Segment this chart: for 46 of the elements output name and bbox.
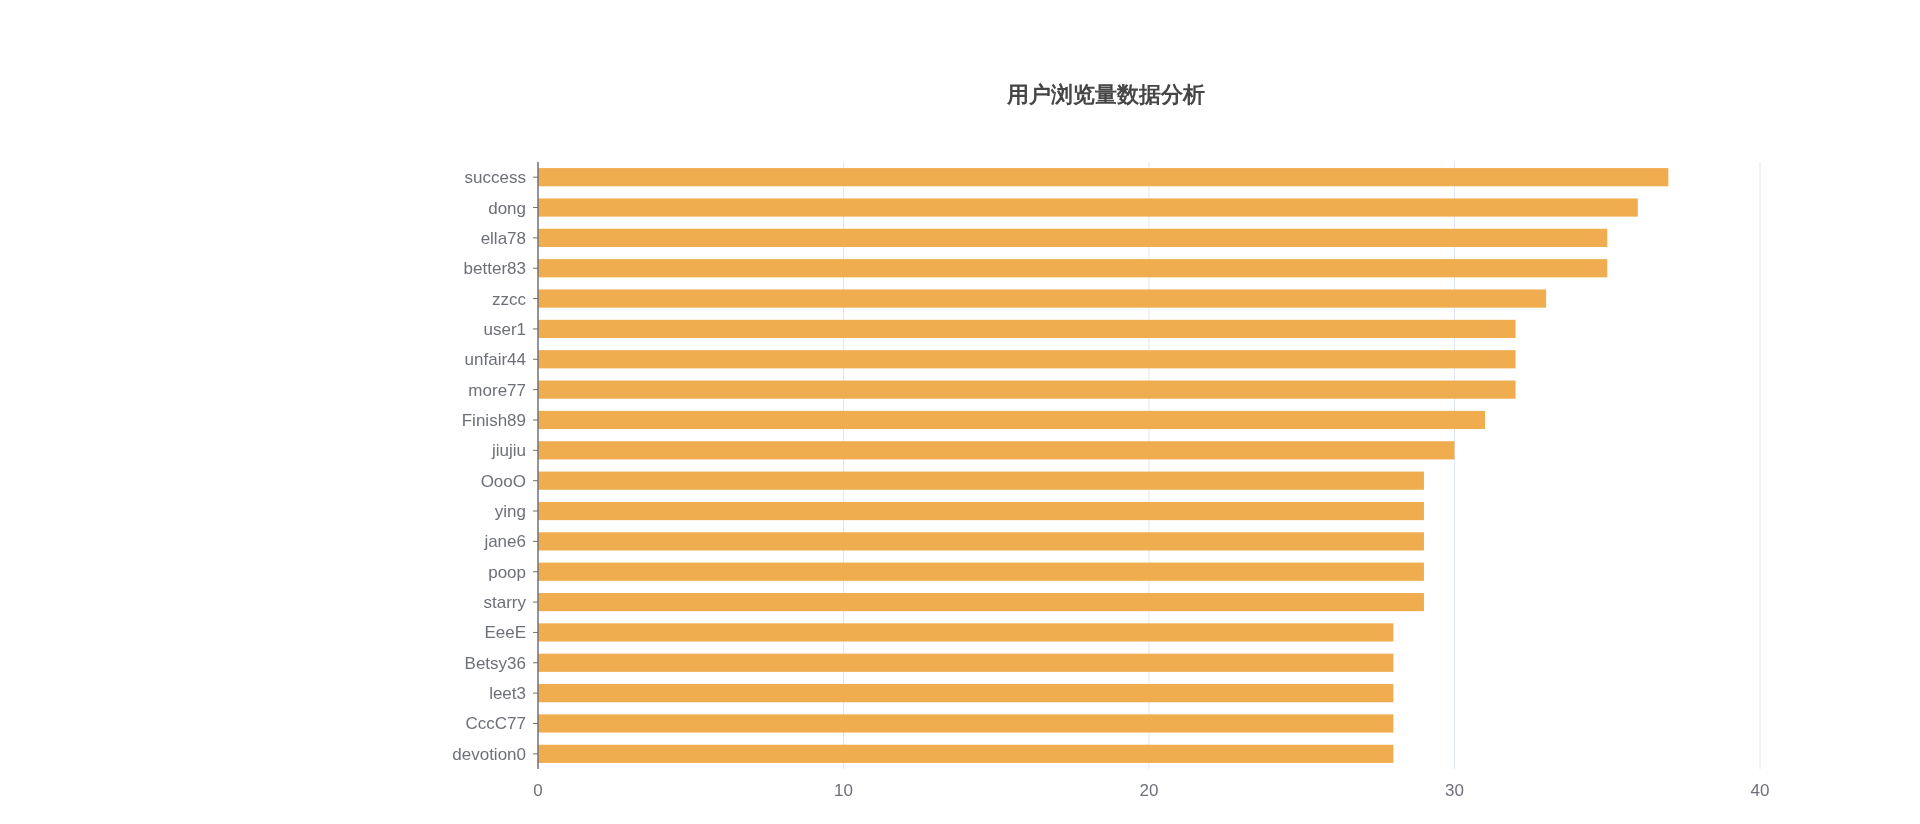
y-tick-label: ying [494,502,526,522]
bar [538,744,1394,763]
bar [538,289,1547,308]
y-tick-label: better83 [463,259,526,279]
bar [538,684,1394,703]
x-tick-label: 20 [1139,781,1159,800]
y-tick-label: more77 [468,380,526,400]
bar [538,319,1516,339]
y-tick-label: OooO [480,471,526,491]
y-tick-label: poop [488,562,526,582]
bar [538,714,1394,733]
bar [538,501,1424,521]
y-tick-label: jiujiu [490,441,526,461]
y-tick-label: CccC77 [465,714,526,734]
y-tick-label: dong [488,198,526,218]
bar [538,198,1638,217]
y-tick-label: Betsy36 [464,653,526,673]
bar [538,259,1608,278]
y-tick-label: leet3 [489,684,526,704]
bar [538,471,1424,490]
bar [538,380,1516,399]
chart-title: 用户浏览量数据分析 [1006,82,1205,107]
bar [538,350,1516,369]
bar [538,410,1486,430]
bar [538,441,1455,460]
bar [538,623,1394,642]
x-tick-label: 30 [1445,781,1464,800]
bar [538,592,1424,612]
y-tick-label: success [464,168,526,188]
bar [538,653,1394,672]
bar [538,168,1669,187]
y-tick-label: starry [483,593,527,613]
x-tick-label: 40 [1750,781,1770,800]
y-tick-label: zzcc [492,289,527,309]
bar [538,562,1424,581]
bar [538,228,1608,247]
y-tick-label: unfair44 [464,350,526,370]
x-tick-label: 10 [834,781,853,800]
bar [538,532,1424,551]
x-tick-label: 0 [533,781,543,800]
y-tick-label: jane6 [483,532,526,552]
y-tick-label: Finish89 [461,410,526,430]
y-tick-label: ella78 [480,228,526,248]
y-tick-label: user1 [483,319,526,339]
y-tick-label: devotion0 [452,744,526,764]
y-tick-label: EeeE [484,623,526,643]
